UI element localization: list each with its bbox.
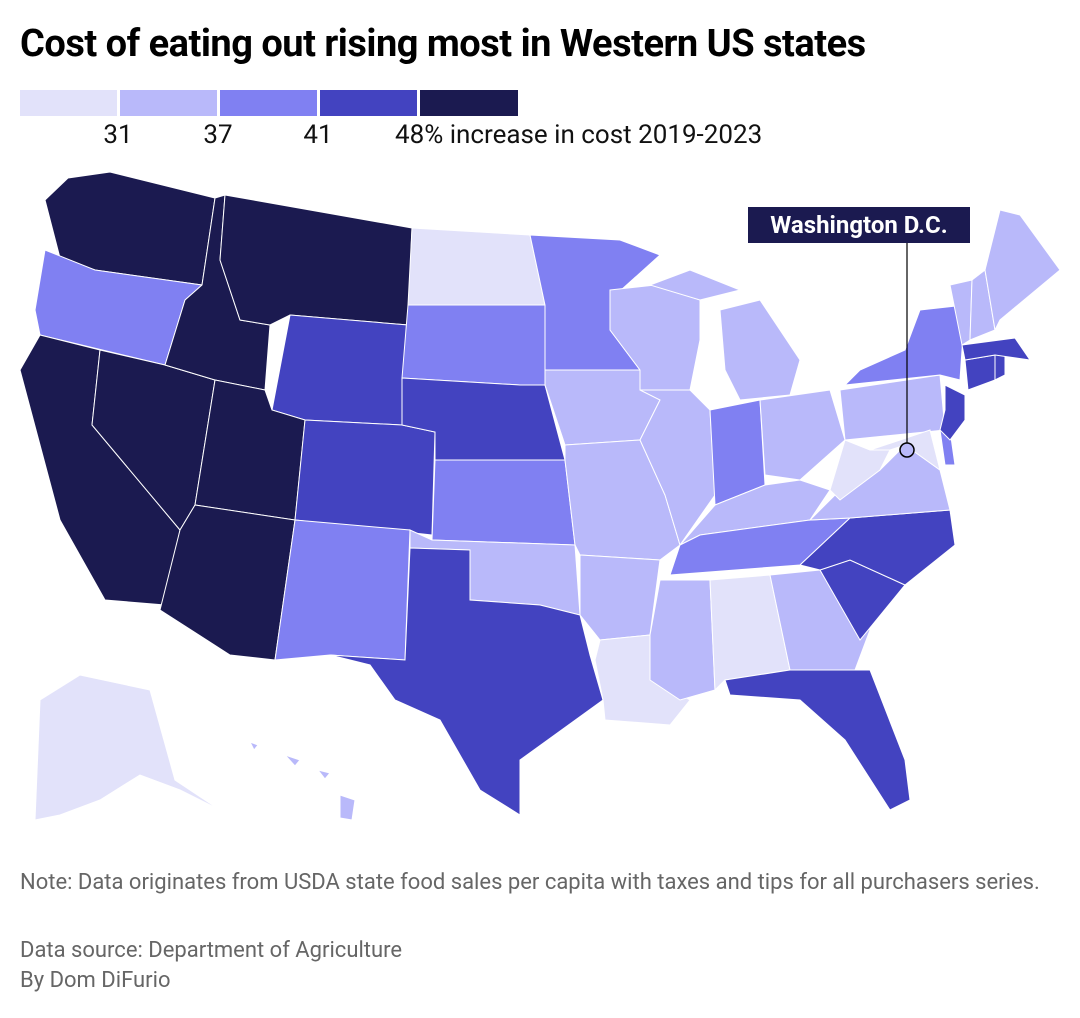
title: Cost of eating out rising most in Wester… <box>20 22 866 66</box>
region <box>431 459 576 546</box>
region <box>34 674 221 821</box>
annotation-box <box>748 207 970 243</box>
legend-label: 48% increase in cost 2019-2023 <box>395 120 762 150</box>
region <box>219 194 413 326</box>
region <box>407 227 546 306</box>
region <box>248 741 356 821</box>
region <box>964 354 996 391</box>
legend-label: 37 <box>203 120 232 150</box>
legend-label: 41 <box>303 120 332 150</box>
region <box>984 209 1061 332</box>
region <box>961 337 1032 361</box>
region <box>994 354 1006 381</box>
region <box>401 304 546 386</box>
map: 31 37 41 48% increase in cost 2019-2023 Wash… <box>19 90 1061 821</box>
region <box>271 314 409 426</box>
legend-swatch <box>320 90 418 116</box>
region <box>274 519 411 661</box>
legend-label: 31 <box>103 120 132 150</box>
dc-marker <box>899 442 915 458</box>
source: Data source: Department of Agriculture <box>20 938 403 963</box>
region <box>649 579 716 701</box>
byline: By Dom DiFurio <box>20 968 171 993</box>
region <box>869 429 941 472</box>
region <box>294 419 436 536</box>
region <box>724 669 911 811</box>
region <box>579 554 661 641</box>
region <box>648 269 801 401</box>
regions <box>19 171 1061 821</box>
legend-swatch <box>220 90 318 116</box>
legend-swatch <box>20 90 118 116</box>
region <box>843 304 966 386</box>
region <box>759 389 846 481</box>
legend-swatch <box>420 90 518 116</box>
region <box>329 547 604 816</box>
region <box>939 384 966 441</box>
legend-swatch <box>120 90 218 116</box>
note: Note: Data originates from USDA state fo… <box>20 870 1040 895</box>
region <box>769 569 871 671</box>
annotation-label: Washington D.C. <box>770 211 947 239</box>
